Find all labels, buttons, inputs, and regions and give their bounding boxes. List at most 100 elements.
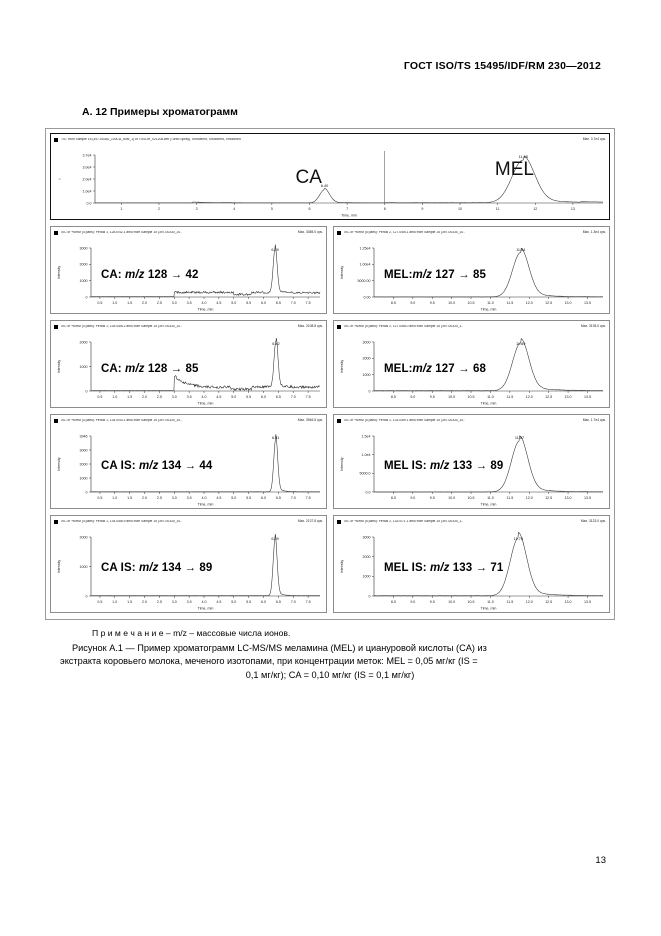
svg-text:8.5: 8.5 [391,600,396,604]
svg-text:1000: 1000 [80,476,88,480]
svg-text:0.5: 0.5 [97,301,102,305]
plot-area-melis-133-89: 8.5 9.0 9.5 10.0 10.5 11.0 11.5 12.0 12.5 13.0 13.… [334,426,609,508]
svg-text:6.0: 6.0 [261,496,266,500]
panel-max-label: Max. 3946.5 cps. [297,417,323,422]
panel-header-ca-128-42: XIC of +MRM (4 pairs): Period 1, 128.0/4… [51,227,326,238]
svg-text:7.5: 7.5 [306,301,311,305]
analyte-name: CA IS: [101,459,139,472]
svg-text:9.5: 9.5 [430,395,435,399]
svg-text:0.5: 0.5 [97,600,102,604]
trace-line [90,338,321,392]
svg-text:1.5: 1.5 [127,301,132,305]
svg-text:1.5: 1.5 [127,395,132,399]
analyte-transition-label-melis-133-89: MEL IS: m/z 133 → 89 [384,460,503,472]
svg-text:3.5: 3.5 [187,600,192,604]
svg-text:2.0e4: 2.0e4 [83,177,92,181]
svg-text:Intensity: Intensity [340,560,344,574]
analyte-name: MEL IS: [384,459,430,472]
svg-text:10: 10 [458,207,462,211]
peak-retention-time-label: 11.89 [516,342,525,346]
svg-text:11.5: 11.5 [506,301,513,305]
svg-text:1.0: 1.0 [112,496,117,500]
svg-text:Intensity: Intensity [340,457,344,471]
svg-text:10.5: 10.5 [468,600,475,604]
svg-text:13.0: 13.0 [565,496,572,500]
svg-text:4.5: 4.5 [216,395,221,399]
transition-values: 128 → 85 [144,362,199,375]
svg-text:3.5: 3.5 [187,301,192,305]
svg-text:9.5: 9.5 [430,600,435,604]
svg-text:12.5: 12.5 [545,395,552,399]
peak-retention-time-label: 6.42 [272,342,279,346]
svg-text:0: 0 [86,295,88,299]
svg-text:13.0: 13.0 [565,301,572,305]
panel-title-text: XIC of +MRM (4 pairs): Period 1, 134.0/4… [61,418,183,422]
analyte-name: MEL IS: [384,561,430,574]
section-title: А. 12 Примеры хроматограмм [82,106,238,118]
svg-text:3.0: 3.0 [172,496,177,500]
svg-text:5: 5 [271,207,273,211]
svg-text:Intensity: Intensity [57,360,61,374]
transition-values: 133 → 89 [449,459,504,472]
svg-text:9.0: 9.0 [410,395,415,399]
svg-text:Intensity: Intensity [57,560,61,574]
svg-text:2.5: 2.5 [157,395,162,399]
svg-text:12.5: 12.5 [545,496,552,500]
mz-symbol: m/z [125,268,145,281]
svg-text:11.5: 11.5 [506,496,513,500]
svg-text:2000: 2000 [80,340,88,344]
mz-symbol: m/z [125,362,145,375]
panel-header-ca-128-85: XIC of +MRM (4 pairs): Period 1, 128.0/8… [51,321,326,332]
document-standard-header: ГОСТ ISO/TS 15495/IDF/RM 230—2012 [403,60,601,72]
svg-text:5000.00: 5000.00 [358,279,371,283]
panel-marker-icon [337,418,341,423]
svg-text:4.0: 4.0 [202,496,207,500]
panel-marker-icon [337,519,341,524]
chromatogram-svg-ca-128-85: 0.5 1.0 1.5 2.0 2.5 3.0 3.5 4.0 4.5 5.0 5.5 6.0 6.5 7… [57,338,321,406]
figure-a1-container: TIC: from Sample 15 (397-00330_100CA_50M… [45,128,615,620]
svg-text:7: 7 [346,207,348,211]
svg-text:2000: 2000 [80,462,88,466]
svg-text:7.0: 7.0 [291,301,296,305]
svg-text:2000: 2000 [363,555,371,559]
svg-text:9.5: 9.5 [430,301,435,305]
svg-text:5.0: 5.0 [231,496,236,500]
svg-text:5.5: 5.5 [246,600,251,604]
svg-text:11.0: 11.0 [487,395,494,399]
panel-marker-icon [337,324,341,329]
svg-text:12.0: 12.0 [526,600,533,604]
svg-text:1.25e4: 1.25e4 [360,246,371,250]
svg-text:1.5: 1.5 [127,496,132,500]
svg-text:0.0: 0.0 [366,490,371,494]
svg-text:1.5: 1.5 [127,600,132,604]
svg-text:0: 0 [86,389,88,393]
chromatogram-panel-cais-134-89: XIC of +MRM (4 pairs): Period 1, 134.0/8… [50,515,327,613]
caption-line-3: 0,1 мг/кг); CA = 0,10 мг/кг (IS = 0,1 мг… [245,669,415,680]
panel-max-label: Max. 3123.0 cps. [580,518,606,523]
chromatogram-svg-melis-133-89: 8.5 9.0 9.5 10.0 10.5 11.0 11.5 12.0 12.5 13.0 13.… [340,434,604,507]
svg-text:8.5: 8.5 [391,496,396,500]
svg-text:1.0e4: 1.0e4 [362,453,371,457]
svg-text:6.5: 6.5 [276,600,281,604]
svg-text:11.5: 11.5 [506,600,513,604]
chromatogram-svg-ca-128-42: 0.5 1.0 1.5 2.0 2.5 3.0 3.5 4.0 4.5 5.0 5.5 6.0 6.5 7… [57,244,321,312]
svg-text:2.0: 2.0 [142,496,147,500]
svg-text:4.0: 4.0 [202,395,207,399]
panel-header-mel-127-68: XIC of +MRM (5 pairs): Period 2, 127.0/6… [334,321,609,332]
svg-text:3946: 3946 [80,434,88,438]
svg-text:0: 0 [369,389,371,393]
transition-values: 134 → 44 [158,459,213,472]
panel-max-label: Max. 2137.8 cps. [297,518,323,523]
svg-text:10.0: 10.0 [448,301,455,305]
plot-area-ca-128-42: 0.5 1.0 1.5 2.0 2.5 3.0 3.5 4.0 4.5 5.0 5.5 6.0 6.5 7… [51,238,326,313]
svg-text:3000: 3000 [363,340,371,344]
panel-title-text: XIC of +MRM (5 pairs): Period 2, 127.0/8… [344,230,466,234]
svg-text:9.0: 9.0 [410,496,415,500]
svg-text:12.5: 12.5 [545,600,552,604]
svg-text:1.0: 1.0 [112,600,117,604]
svg-text:13.5: 13.5 [584,301,591,305]
svg-text:1000: 1000 [80,365,88,369]
svg-text:7.0: 7.0 [291,496,296,500]
panel-max-label: Max. 1.3e4 cps. [582,229,606,234]
